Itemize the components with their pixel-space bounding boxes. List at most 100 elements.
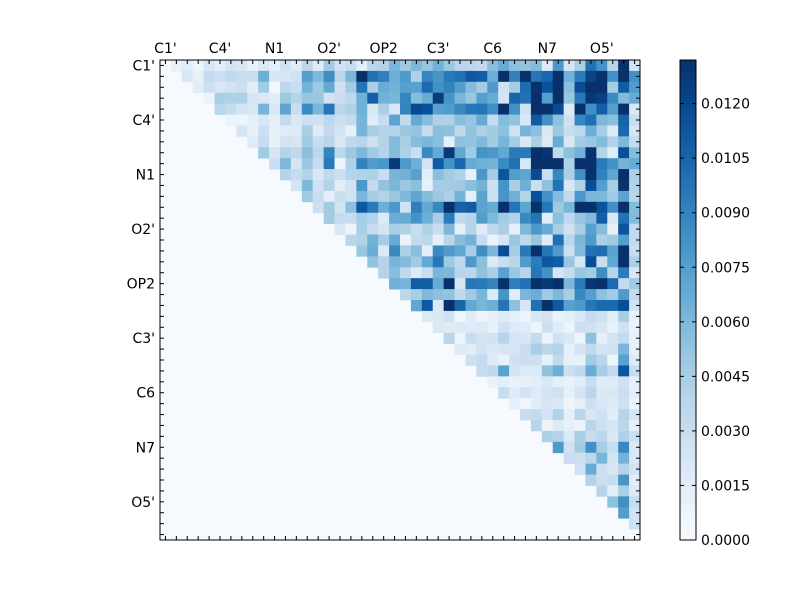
heatmap-cell [585,300,597,312]
heatmap-cell [585,321,597,334]
heatmap-cell [552,223,565,235]
heatmap-cell [454,60,466,72]
heatmap-cell [574,365,586,377]
heatmap-cell [520,300,532,312]
heatmap-cell [214,81,226,94]
heatmap-cell [454,190,466,203]
heatmap-cell [258,70,270,83]
heatmap-cell [367,103,379,115]
heatmap-cell [410,70,423,83]
heatmap-cell [607,180,619,192]
heatmap-cell [367,256,379,268]
heatmap-cell [323,158,335,170]
heatmap-cell [552,81,565,94]
heatmap-cell [574,289,586,301]
heatmap-cell [585,310,597,323]
y-tick-label: C6 [136,386,155,402]
x-tick-label: OP2 [369,41,397,57]
heatmap-cell [356,180,368,192]
heatmap-cell [498,300,510,312]
heatmap-cell [574,125,586,137]
heatmap-cell [487,81,499,94]
heatmap-cell [225,81,237,94]
heatmap-cell [585,223,597,235]
heatmap-cell [334,223,346,235]
heatmap-cell [465,300,477,312]
heatmap-cell [454,234,466,246]
heatmap-cell [563,420,575,432]
heatmap-cell [541,92,554,105]
heatmap-cell [443,234,455,246]
heatmap-cell [465,92,477,105]
heatmap-cell [465,245,477,257]
heatmap-cell [629,452,641,465]
heatmap-cell [487,234,499,246]
heatmap-cell [465,234,477,246]
heatmap-cell [421,234,434,246]
heatmap-cell [290,180,303,192]
heatmap-cell [509,234,521,246]
heatmap-cell [530,81,543,94]
heatmap-cell [563,234,575,246]
heatmap-cell [367,147,379,159]
heatmap-cell [378,180,390,192]
heatmap-cell [520,398,532,410]
heatmap-cell [541,212,554,225]
heatmap-cell [629,267,641,279]
heatmap-cell [421,103,434,115]
heatmap-cell [530,300,543,312]
heatmap-cell [312,136,325,148]
heatmap-cell [410,125,423,137]
heatmap-cell [618,420,630,432]
heatmap-cell [563,398,575,410]
heatmap-cell [421,300,434,312]
heatmap-cell [509,332,521,345]
heatmap-cell [596,114,608,126]
heatmap-cell [345,190,357,203]
heatmap-cell [454,245,466,257]
heatmap-cell [607,354,619,366]
heatmap-cell [585,376,597,388]
heatmap-cell [367,169,379,181]
heatmap-cell [465,81,477,94]
heatmap-cell [607,60,619,72]
heatmap-cell [585,212,597,225]
heatmap-cell [520,103,532,115]
heatmap-cell [563,212,575,225]
heatmap-cell [269,147,281,159]
heatmap-cell [530,376,543,388]
heatmap-cell [389,180,401,192]
heatmap-cell [312,60,325,72]
heatmap-cell [432,136,445,148]
heatmap-cell [367,60,379,72]
heatmap-cell [465,278,477,290]
heatmap-cell [465,289,477,301]
heatmap-cell [345,125,357,137]
heatmap-cell [280,92,292,105]
heatmap-cell [596,256,608,268]
colorbar: 0.0000 0.0015 0.0030 0.0045 0.0060 0.0075 0.00… [679,59,750,549]
heatmap-cell [443,267,455,279]
heatmap-cell [280,81,292,94]
heatmap-cell [509,158,521,170]
heatmap-cell [607,114,619,126]
heatmap-cell [596,376,608,388]
heatmap-cell [498,343,510,355]
heatmap-cell [443,136,455,148]
heatmap-cell [389,223,401,235]
heatmap-cell [236,81,248,94]
heatmap-cell [421,223,434,235]
heatmap-cell [323,169,335,181]
heatmap-cell [465,310,477,323]
heatmap-cell [334,212,346,225]
heatmap-cell [454,278,466,290]
heatmap-cell [574,245,586,257]
heatmap-cell [400,289,412,301]
heatmap-cell [476,81,488,94]
heatmap-cell [509,169,521,181]
heatmap-cell [596,321,608,334]
heatmap-cell [574,60,586,72]
heatmap-cell [607,70,619,83]
heatmap-cell [498,387,510,399]
heatmap-cell [454,289,466,301]
